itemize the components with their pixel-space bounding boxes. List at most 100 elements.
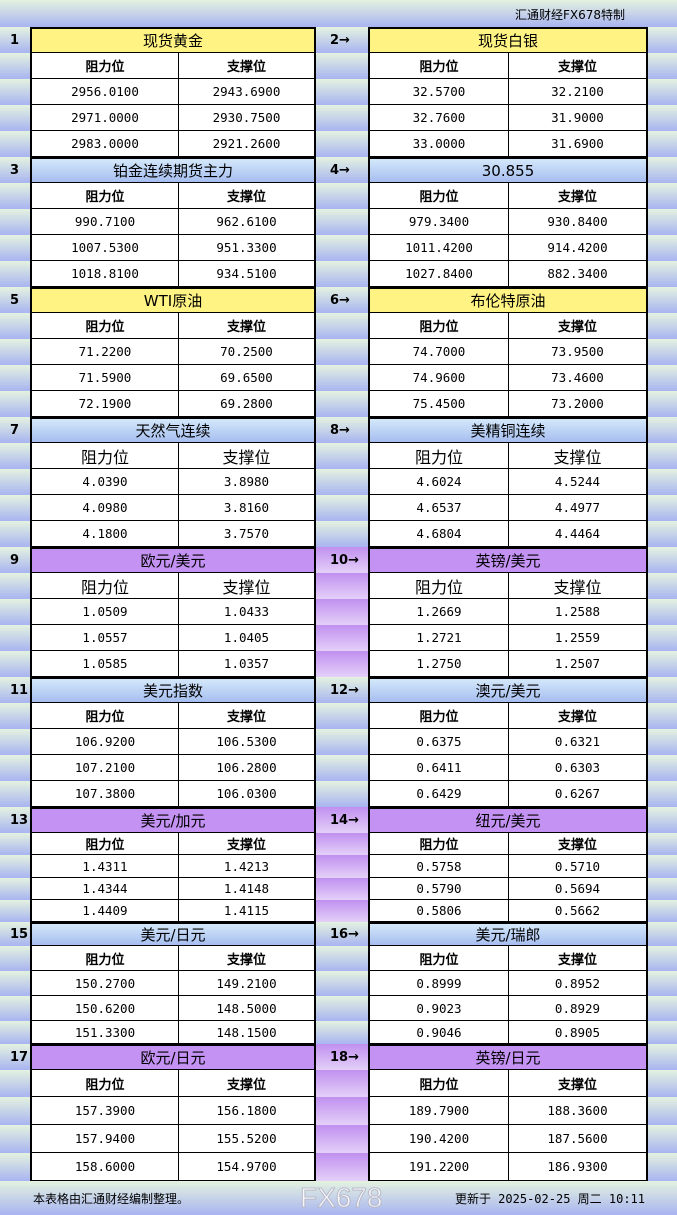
support-value: 70.2500 bbox=[179, 339, 316, 365]
resistance-value: 150.6200 bbox=[30, 996, 179, 1021]
support-value: 1.4115 bbox=[179, 900, 316, 922]
gutter bbox=[316, 365, 368, 391]
gutter bbox=[0, 900, 30, 922]
resistance-value: 1.2750 bbox=[368, 651, 509, 677]
resistance-value: 1011.4200 bbox=[368, 235, 509, 261]
gutter bbox=[316, 971, 368, 996]
gutter bbox=[0, 53, 30, 79]
support-value: 4.4977 bbox=[509, 495, 648, 521]
gutter bbox=[0, 625, 30, 651]
instrument-title: 澳元/美元 bbox=[368, 677, 648, 703]
gutter bbox=[0, 833, 30, 855]
resistance-value: 74.7000 bbox=[368, 339, 509, 365]
support-header: 支撑位 bbox=[179, 573, 316, 599]
support-value: 188.3600 bbox=[509, 1097, 648, 1125]
table-row: 1.4409 1.4115 0.5806 0.5662 bbox=[0, 900, 677, 922]
instrument-title: 英镑/日元 bbox=[368, 1044, 648, 1070]
support-value: 69.6500 bbox=[179, 365, 316, 391]
resistance-value: 4.6024 bbox=[368, 469, 509, 495]
block-number: 11 bbox=[10, 682, 29, 698]
gutter bbox=[648, 79, 677, 105]
block-number: 17 bbox=[10, 1049, 29, 1065]
resistance-value: 1018.8100 bbox=[30, 261, 179, 287]
resistance-header: 阻力位 bbox=[368, 313, 509, 339]
support-value: 156.1800 bbox=[179, 1097, 316, 1125]
support-header: 支撑位 bbox=[509, 946, 648, 971]
table-row: 1007.5300 951.3300 1011.4200 914.4200 bbox=[0, 235, 677, 261]
resistance-value: 4.0980 bbox=[30, 495, 179, 521]
gutter bbox=[0, 1070, 30, 1097]
table-row: 150.2700 149.2100 0.8999 0.8952 bbox=[0, 971, 677, 996]
table-row: 4.1800 3.7570 4.6804 4.4464 bbox=[0, 521, 677, 547]
header-row: 阻力位 支撑位 阻力位 支撑位 bbox=[0, 946, 677, 971]
support-value: 0.8929 bbox=[509, 996, 648, 1021]
gutter bbox=[316, 27, 368, 53]
gutter bbox=[0, 417, 30, 443]
gutter bbox=[0, 729, 30, 755]
support-value: 148.5000 bbox=[179, 996, 316, 1021]
gutter bbox=[648, 495, 677, 521]
support-header: 支撑位 bbox=[179, 183, 316, 209]
gutter bbox=[648, 261, 677, 287]
instrument-block-pair: 17 18→ 欧元/日元 英镑/日元 阻力位 支撑位 阻力位 支撑位 157.3900 156.1… bbox=[0, 1044, 677, 1181]
gutter bbox=[0, 1097, 30, 1125]
table-row: 1018.8100 934.5100 1027.8400 882.3400 bbox=[0, 261, 677, 287]
header-row: 阻力位 支撑位 阻力位 支撑位 bbox=[0, 833, 677, 855]
support-value: 0.6267 bbox=[509, 781, 648, 807]
gutter bbox=[648, 469, 677, 495]
resistance-value: 4.6804 bbox=[368, 521, 509, 547]
gutter bbox=[316, 105, 368, 131]
gutter bbox=[648, 781, 677, 807]
gutter bbox=[648, 900, 677, 922]
gutter bbox=[0, 261, 30, 287]
gutter bbox=[0, 547, 30, 573]
gutter bbox=[0, 755, 30, 781]
resistance-value: 157.3900 bbox=[30, 1097, 179, 1125]
resistance-value: 0.6411 bbox=[368, 755, 509, 781]
resistance-value: 1.0557 bbox=[30, 625, 179, 651]
support-value: 1.0405 bbox=[179, 625, 316, 651]
title-row: 3 4→ 铂金连续期货主力 30.855 bbox=[0, 157, 677, 183]
resistance-value: 191.2200 bbox=[368, 1153, 509, 1181]
title-row: 15 16→ 美元/日元 美元/瑞郎 bbox=[0, 922, 677, 946]
resistance-header: 阻力位 bbox=[368, 183, 509, 209]
resistance-value: 0.6375 bbox=[368, 729, 509, 755]
support-value: 106.2800 bbox=[179, 755, 316, 781]
block-number: 7 bbox=[10, 422, 20, 438]
support-value: 914.4200 bbox=[509, 235, 648, 261]
gutter bbox=[648, 922, 677, 946]
gutter bbox=[316, 1044, 368, 1070]
resistance-value: 32.5700 bbox=[368, 79, 509, 105]
resistance-value: 0.9023 bbox=[368, 996, 509, 1021]
title-row: 7 8→ 天然气连续 美精铜连续 bbox=[0, 417, 677, 443]
gutter bbox=[648, 1097, 677, 1125]
header-row: 阻力位 支撑位 阻力位 支撑位 bbox=[0, 53, 677, 79]
gutter bbox=[648, 651, 677, 677]
gutter bbox=[648, 946, 677, 971]
support-value: 73.4600 bbox=[509, 365, 648, 391]
instrument-block-pair: 11 12→ 美元指数 澳元/美元 阻力位 支撑位 阻力位 支撑位 106.9200 106.53… bbox=[0, 677, 677, 807]
block-number: 5 bbox=[10, 292, 20, 308]
support-header: 支撑位 bbox=[179, 1070, 316, 1097]
support-value: 69.2800 bbox=[179, 391, 316, 417]
instrument-block-pair: 13 14→ 美元/加元 纽元/美元 阻力位 支撑位 阻力位 支撑位 1.4311 1.4213 0… bbox=[0, 807, 677, 922]
gutter bbox=[316, 157, 368, 183]
table-row: 106.9200 106.5300 0.6375 0.6321 bbox=[0, 729, 677, 755]
table-row: 4.0390 3.8980 4.6024 4.5244 bbox=[0, 469, 677, 495]
table-row: 990.7100 962.6100 979.3400 930.8400 bbox=[0, 209, 677, 235]
gutter bbox=[648, 131, 677, 157]
gutter bbox=[316, 469, 368, 495]
gutter bbox=[648, 1125, 677, 1153]
instrument-block-pair: 15 16→ 美元/日元 美元/瑞郎 阻力位 支撑位 阻力位 支撑位 150.2700 149.2… bbox=[0, 922, 677, 1044]
support-value: 2943.6900 bbox=[179, 79, 316, 105]
gutter bbox=[316, 946, 368, 971]
resistance-value: 979.3400 bbox=[368, 209, 509, 235]
resistance-header: 阻力位 bbox=[368, 833, 509, 855]
resistance-value: 157.9400 bbox=[30, 1125, 179, 1153]
instrument-block-pair: 5 6→ WTI原油 布伦特原油 阻力位 支撑位 阻力位 支撑位 71.2200 70.2500 7… bbox=[0, 287, 677, 417]
resistance-value: 71.5900 bbox=[30, 365, 179, 391]
resistance-value: 1.4409 bbox=[30, 900, 179, 922]
support-value: 186.9300 bbox=[509, 1153, 648, 1181]
resistance-value: 158.6000 bbox=[30, 1153, 179, 1181]
gutter bbox=[0, 339, 30, 365]
